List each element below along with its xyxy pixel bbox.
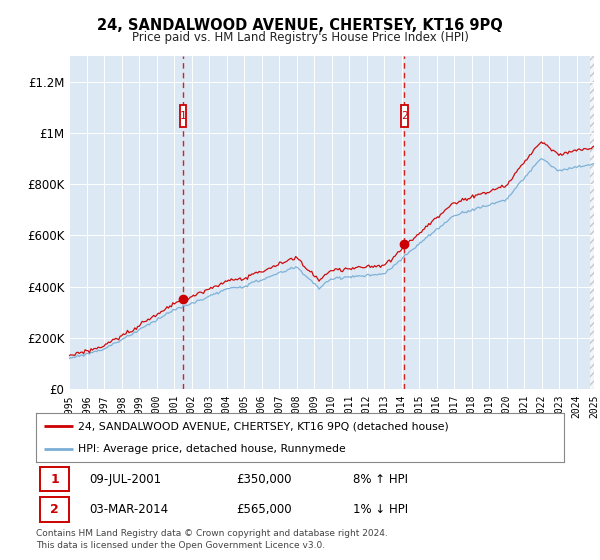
Text: 2: 2: [401, 111, 408, 121]
Text: 24, SANDALWOOD AVENUE, CHERTSEY, KT16 9PQ (detached house): 24, SANDALWOOD AVENUE, CHERTSEY, KT16 9P…: [78, 421, 449, 431]
Text: £565,000: £565,000: [236, 503, 292, 516]
Bar: [590, 56, 594, 389]
Text: 03-MAR-2014: 03-MAR-2014: [89, 503, 168, 516]
Text: 2: 2: [50, 503, 59, 516]
Text: Contains HM Land Registry data © Crown copyright and database right 2024.
This d: Contains HM Land Registry data © Crown c…: [36, 529, 388, 550]
FancyBboxPatch shape: [180, 105, 186, 127]
Text: 1: 1: [50, 473, 59, 486]
Text: 24, SANDALWOOD AVENUE, CHERTSEY, KT16 9PQ: 24, SANDALWOOD AVENUE, CHERTSEY, KT16 9P…: [97, 18, 503, 33]
FancyBboxPatch shape: [40, 467, 69, 492]
Text: HPI: Average price, detached house, Runnymede: HPI: Average price, detached house, Runn…: [78, 444, 346, 454]
Text: Price paid vs. HM Land Registry's House Price Index (HPI): Price paid vs. HM Land Registry's House …: [131, 31, 469, 44]
Text: 1: 1: [180, 111, 187, 121]
Text: £350,000: £350,000: [236, 473, 292, 486]
Text: 8% ↑ HPI: 8% ↑ HPI: [353, 473, 408, 486]
Text: 1% ↓ HPI: 1% ↓ HPI: [353, 503, 408, 516]
Text: 09-JUL-2001: 09-JUL-2001: [89, 473, 161, 486]
FancyBboxPatch shape: [40, 497, 69, 522]
FancyBboxPatch shape: [401, 105, 407, 127]
